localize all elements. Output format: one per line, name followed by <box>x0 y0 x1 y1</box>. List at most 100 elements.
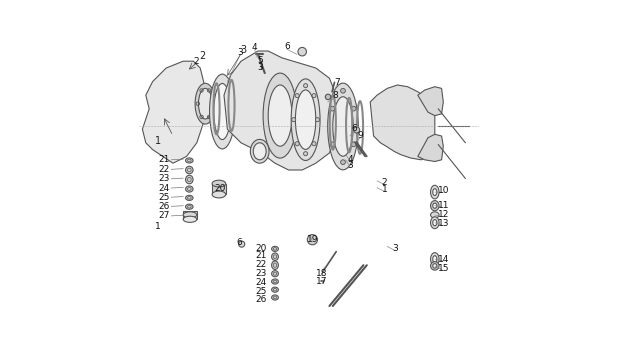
Ellipse shape <box>263 73 297 158</box>
Circle shape <box>295 94 299 98</box>
Polygon shape <box>370 85 435 160</box>
Circle shape <box>312 94 316 98</box>
Circle shape <box>325 94 331 100</box>
Ellipse shape <box>433 264 437 268</box>
Text: 3: 3 <box>347 162 353 170</box>
Ellipse shape <box>210 74 235 149</box>
Ellipse shape <box>271 271 278 277</box>
Ellipse shape <box>433 256 437 262</box>
Ellipse shape <box>185 175 193 184</box>
Ellipse shape <box>271 279 278 284</box>
Ellipse shape <box>291 79 320 160</box>
Text: 19: 19 <box>307 235 318 244</box>
Polygon shape <box>142 61 207 163</box>
Ellipse shape <box>271 261 278 269</box>
Text: 26: 26 <box>158 202 169 211</box>
Text: 14: 14 <box>438 255 449 264</box>
Ellipse shape <box>328 83 358 170</box>
Text: 25: 25 <box>256 287 267 295</box>
Ellipse shape <box>198 88 212 119</box>
Polygon shape <box>418 87 443 116</box>
Text: 7: 7 <box>334 79 340 87</box>
Text: 6: 6 <box>236 238 242 246</box>
Ellipse shape <box>298 48 307 56</box>
Circle shape <box>312 142 316 146</box>
Ellipse shape <box>183 212 197 218</box>
Circle shape <box>351 142 356 147</box>
Circle shape <box>315 118 320 122</box>
Ellipse shape <box>185 195 193 201</box>
Text: 23: 23 <box>158 174 169 183</box>
Text: 18: 18 <box>316 269 328 278</box>
Text: 2: 2 <box>382 178 387 187</box>
Text: 2: 2 <box>199 51 205 61</box>
Bar <box>212 184 226 194</box>
Ellipse shape <box>212 191 226 198</box>
Ellipse shape <box>250 139 269 163</box>
Circle shape <box>330 106 335 111</box>
Text: 6: 6 <box>351 124 357 133</box>
Circle shape <box>295 142 299 146</box>
Ellipse shape <box>183 216 197 222</box>
Text: 22: 22 <box>256 260 267 269</box>
Circle shape <box>341 88 345 93</box>
Text: 20: 20 <box>256 244 267 253</box>
Ellipse shape <box>195 83 216 124</box>
Text: 4: 4 <box>348 155 353 164</box>
Text: 6: 6 <box>284 42 290 51</box>
Ellipse shape <box>185 204 193 209</box>
Text: 9: 9 <box>357 132 363 140</box>
Text: 13: 13 <box>438 219 449 228</box>
Ellipse shape <box>431 262 439 270</box>
Polygon shape <box>224 51 336 170</box>
Circle shape <box>307 235 318 245</box>
Text: 12: 12 <box>438 210 449 219</box>
Text: 3: 3 <box>240 45 247 55</box>
Ellipse shape <box>268 85 292 146</box>
Text: 8: 8 <box>332 91 338 100</box>
Text: 1: 1 <box>381 185 387 194</box>
Ellipse shape <box>433 220 437 226</box>
Ellipse shape <box>239 241 245 247</box>
Text: 23: 23 <box>256 269 267 278</box>
Ellipse shape <box>271 253 278 260</box>
Bar <box>183 211 197 219</box>
Text: 3: 3 <box>392 244 398 253</box>
Text: 21: 21 <box>256 251 267 260</box>
Text: 1: 1 <box>154 136 161 146</box>
Text: 22: 22 <box>158 165 169 174</box>
Text: 21: 21 <box>158 155 169 164</box>
Ellipse shape <box>295 90 316 150</box>
Text: 27: 27 <box>158 211 169 220</box>
Text: 11: 11 <box>438 201 449 210</box>
Ellipse shape <box>433 189 437 196</box>
Ellipse shape <box>271 295 278 300</box>
Ellipse shape <box>185 166 193 174</box>
Text: 24: 24 <box>256 278 267 287</box>
Polygon shape <box>418 134 443 162</box>
Text: 15: 15 <box>438 264 449 273</box>
Ellipse shape <box>214 83 231 139</box>
Ellipse shape <box>431 185 439 199</box>
Text: 25: 25 <box>158 193 169 202</box>
Ellipse shape <box>212 180 226 187</box>
Circle shape <box>351 106 356 111</box>
Text: 24: 24 <box>158 184 169 192</box>
Text: 3: 3 <box>257 64 263 72</box>
Ellipse shape <box>333 97 353 156</box>
Text: 4: 4 <box>252 43 258 52</box>
Circle shape <box>330 142 335 147</box>
Ellipse shape <box>431 217 439 229</box>
Ellipse shape <box>353 127 360 133</box>
Text: 10: 10 <box>438 186 449 195</box>
Text: 5: 5 <box>257 56 263 65</box>
Ellipse shape <box>431 201 439 211</box>
Circle shape <box>303 84 308 88</box>
Text: 20: 20 <box>214 184 226 193</box>
Ellipse shape <box>431 253 439 266</box>
Ellipse shape <box>271 246 278 252</box>
Text: 2: 2 <box>193 57 199 66</box>
Text: 1: 1 <box>155 222 161 231</box>
Text: 17: 17 <box>316 277 328 286</box>
Ellipse shape <box>253 143 266 160</box>
